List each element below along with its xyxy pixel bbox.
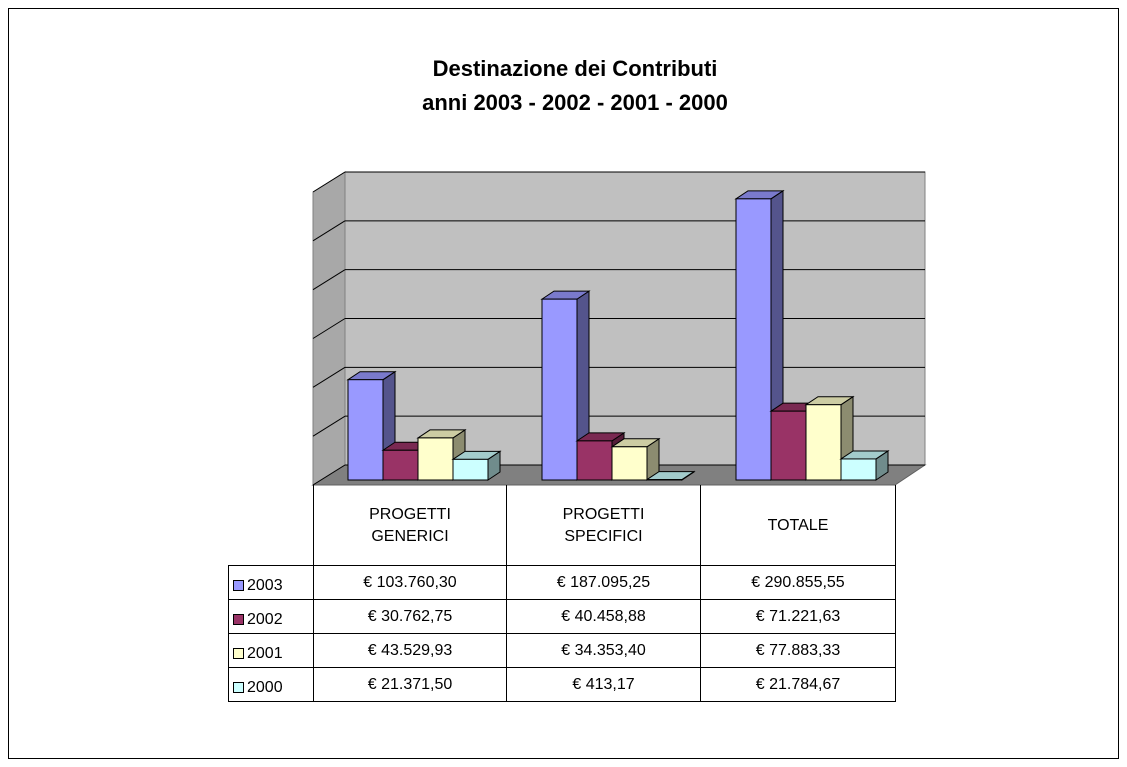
- bar: [804, 395, 855, 481]
- category-label: PROGETTI SPECIFICI: [562, 505, 645, 545]
- value-cell: € 290.855,55: [700, 565, 896, 600]
- value-cell: € 187.095,25: [506, 565, 701, 600]
- bar: [346, 370, 397, 481]
- category-header: TOTALE: [700, 485, 896, 566]
- value-cell: € 34.353,40: [506, 633, 701, 668]
- bar-front: [417, 437, 454, 481]
- grid-line-side: [312, 269, 346, 291]
- legend-cell: 2000: [228, 667, 314, 702]
- grid-line-side: [312, 318, 346, 339]
- category-header: PROGETTI SPECIFICI: [506, 485, 701, 566]
- bar: [645, 470, 696, 481]
- bar-front: [382, 449, 419, 481]
- legend-cell: 2003: [228, 565, 314, 600]
- category-label: PROGETTI GENERICI: [369, 505, 451, 545]
- bar-front: [840, 458, 877, 481]
- legend-label: 2003: [247, 576, 283, 594]
- value-cell: € 43.529,93: [313, 633, 507, 668]
- legend-label: 2001: [247, 644, 283, 662]
- bar-front: [347, 379, 384, 481]
- grid-line-side: [312, 415, 346, 437]
- legend-key: [233, 614, 244, 625]
- bar-front: [541, 298, 578, 481]
- grid-line-side: [312, 220, 346, 242]
- legend-key: [233, 648, 244, 659]
- value-cell: € 21.371,50: [313, 667, 507, 702]
- legend-label: 2000: [247, 678, 283, 696]
- grid-line-side: [312, 171, 346, 193]
- grid-line-side: [312, 464, 346, 486]
- legend-key: [233, 682, 244, 693]
- bar-front: [452, 458, 489, 481]
- bar-front: [611, 446, 648, 481]
- bar: [610, 437, 661, 481]
- value-cell: € 71.221,63: [700, 599, 896, 634]
- chart-title: Destinazione dei Contributi: [433, 56, 718, 81]
- bar-front: [735, 198, 772, 481]
- legend-key: [233, 580, 244, 591]
- value-cell: € 30.762,75: [313, 599, 507, 634]
- bar: [451, 450, 502, 481]
- value-cell: € 21.784,67: [700, 667, 896, 702]
- bar: [540, 290, 591, 481]
- value-cell: € 77.883,33: [700, 633, 896, 668]
- legend-cell: 2001: [228, 633, 314, 668]
- chart-subtitle: anni 2003 - 2002 - 2001 - 2000: [422, 90, 728, 115]
- category-label: TOTALE: [767, 516, 829, 534]
- legend-cell: 2002: [228, 599, 314, 634]
- bar-front: [805, 404, 842, 481]
- value-cell: € 413,17: [506, 667, 701, 702]
- value-cell: € 103.760,30: [313, 565, 507, 600]
- grid-line-side: [312, 366, 346, 388]
- legend-label: 2002: [247, 610, 283, 628]
- value-cell: € 40.458,88: [506, 599, 701, 634]
- bar: [839, 450, 890, 481]
- bar-front: [770, 410, 807, 481]
- category-header: PROGETTI GENERICI: [313, 485, 507, 566]
- bar-front: [576, 440, 613, 481]
